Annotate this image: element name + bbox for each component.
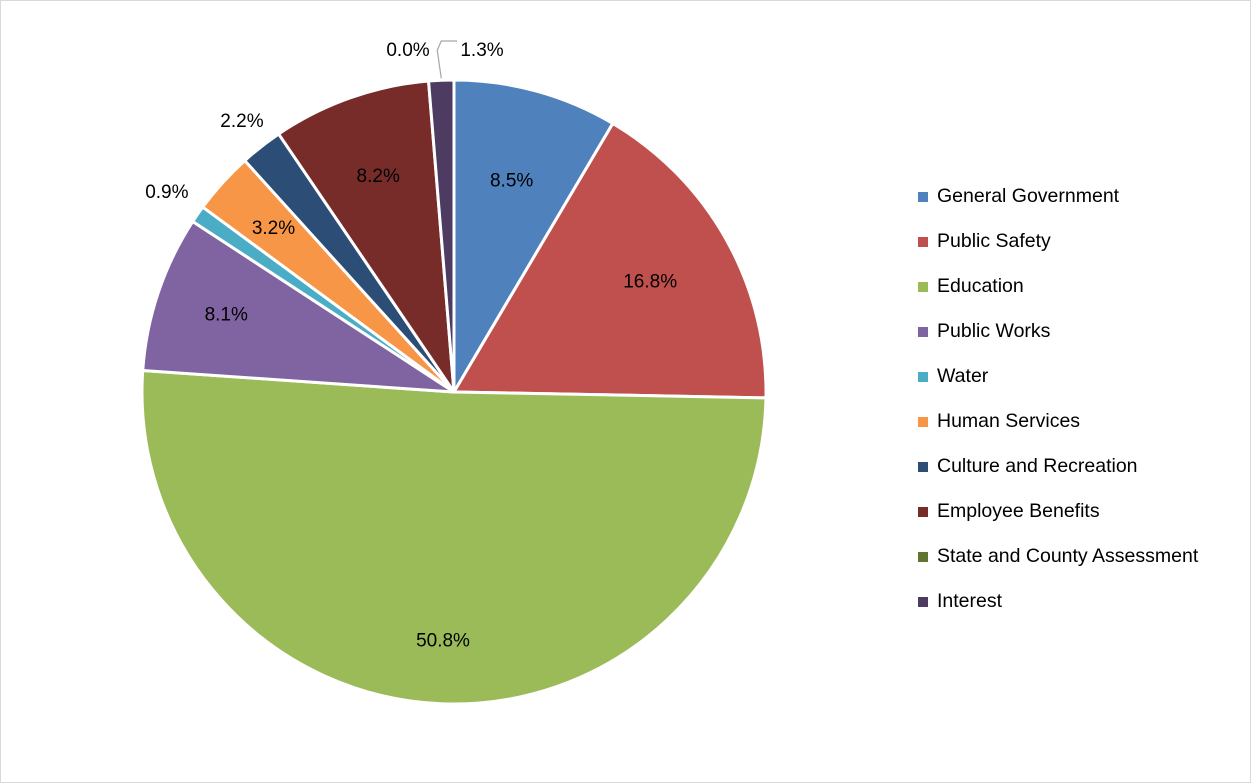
legend-swatch — [918, 281, 928, 292]
legend-label: Water — [937, 365, 989, 387]
data-label-public-safety: 16.8% — [623, 272, 677, 293]
legend-item-culture-and-recreation: Culture and Recreation — [918, 444, 1248, 489]
legend-label: Interest — [937, 590, 1003, 612]
data-labels: 8.5% 16.8% 50.8% 8.1% 0.9% 3.2% 2.2% 8.2% 0.0% 1.… — [145, 40, 677, 651]
leader-lines — [436, 40, 457, 79]
legend-label: Human Services — [937, 410, 1081, 432]
data-label-education: 50.8% — [416, 630, 470, 651]
legend-swatch — [918, 506, 928, 517]
legend-label: Employee Benefits — [937, 500, 1100, 522]
legend-swatch — [918, 191, 928, 202]
legend-swatch — [918, 416, 928, 427]
data-label-employee-benefits: 8.2% — [357, 166, 400, 187]
legend-label: Public Safety — [937, 230, 1051, 252]
data-label-human-services: 3.2% — [252, 218, 295, 239]
legend-label: State and County Assessment — [937, 545, 1199, 567]
legend-item-public-safety: Public Safety — [918, 219, 1248, 264]
pie-slice-interest — [427, 78, 456, 394]
legend-label: Education — [937, 275, 1024, 297]
legend-swatch — [918, 326, 928, 337]
legend-item-human-services: Human Services — [918, 399, 1248, 444]
chart-legend: General Government Public Safety Education… — [918, 174, 1248, 624]
pie-slice-employee-benefits — [277, 79, 456, 394]
legend-label: Culture and Recreation — [937, 455, 1138, 477]
pie-slices — [140, 78, 768, 706]
data-label-public-works: 8.1% — [205, 305, 248, 326]
data-label-general-government: 8.5% — [490, 170, 533, 191]
pie-slice-public-safety — [452, 121, 768, 400]
data-label-culture-and-recreation: 2.2% — [220, 111, 263, 132]
legend-swatch — [918, 371, 928, 382]
legend-swatch — [918, 596, 928, 607]
legend-label: General Government — [937, 185, 1120, 207]
pie-slice-general-government — [452, 78, 615, 394]
legend-swatch — [918, 236, 928, 247]
legend-item-water: Water — [918, 354, 1248, 399]
legend-item-education: Education — [918, 264, 1248, 309]
legend-item-state-and-county-assessment: State and County Assessment — [918, 534, 1248, 579]
pie-slice-public-works — [141, 220, 456, 394]
legend-swatch — [918, 461, 928, 472]
data-label-water: 0.9% — [145, 182, 188, 203]
legend-label: Public Works — [937, 320, 1051, 342]
pie-slice-education — [140, 368, 768, 706]
data-label-state-and-county-assessment: 0.0% — [386, 40, 429, 61]
legend-swatch — [918, 551, 928, 562]
legend-item-public-works: Public Works — [918, 309, 1248, 354]
legend-item-interest: Interest — [918, 579, 1248, 624]
data-label-interest: 1.3% — [460, 40, 503, 61]
legend-item-general-government: General Government — [918, 174, 1248, 219]
legend-item-employee-benefits: Employee Benefits — [918, 489, 1248, 534]
leader-line-interest — [436, 40, 457, 79]
